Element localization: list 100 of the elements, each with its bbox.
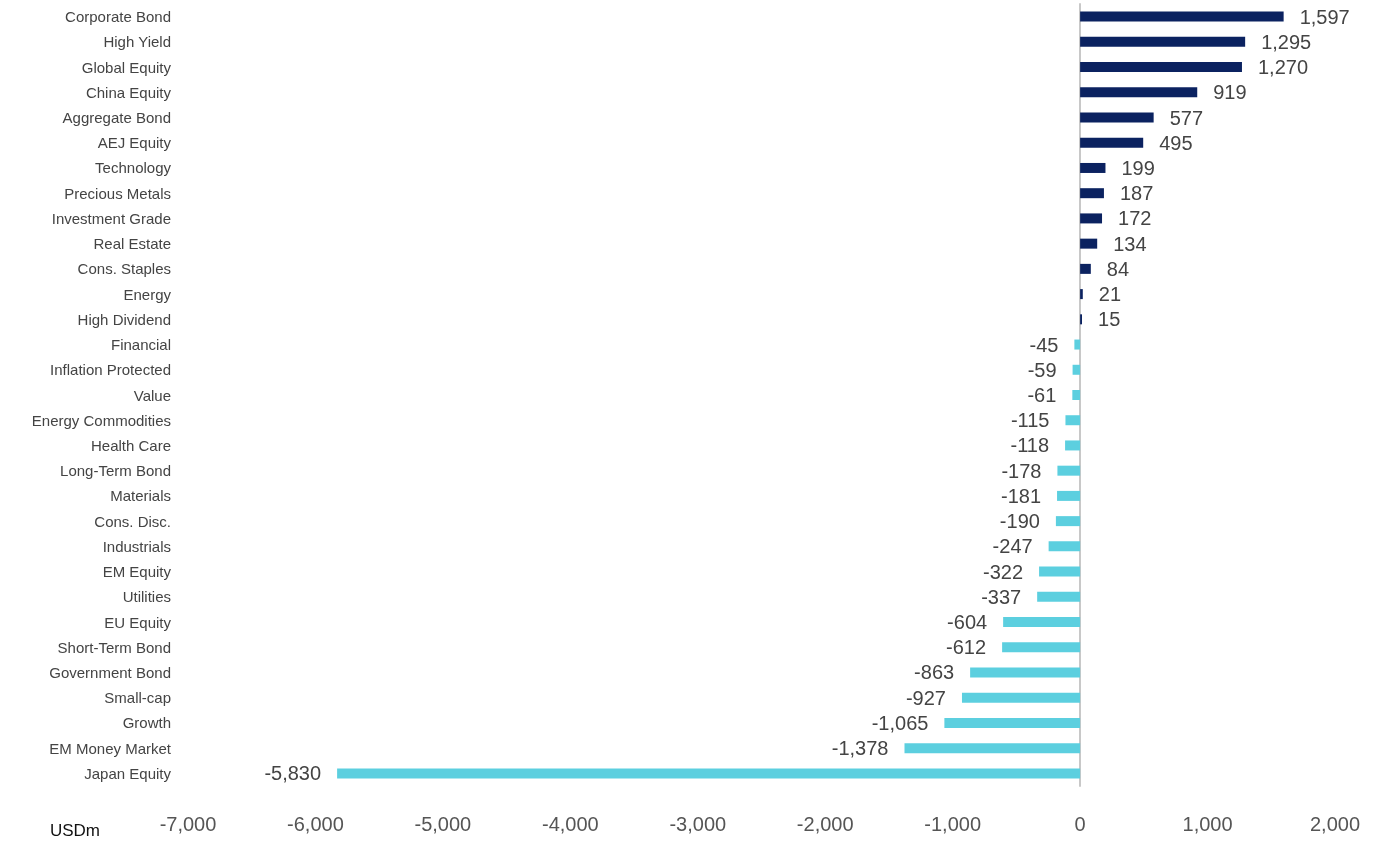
y-tick-label: Japan Equity xyxy=(84,764,172,782)
bar xyxy=(1080,11,1284,22)
bar xyxy=(1065,440,1081,451)
data-label: -178 xyxy=(1001,459,1042,482)
bar xyxy=(1037,591,1081,602)
x-tick-label: -5,000 xyxy=(414,813,472,835)
data-label: -927 xyxy=(905,686,946,709)
y-tick-label: Growth xyxy=(122,714,171,732)
y-tick-label: Cons. Disc. xyxy=(94,512,171,530)
data-label: -1,065 xyxy=(871,711,929,734)
data-label: -863 xyxy=(914,661,955,684)
data-label: 199 xyxy=(1121,156,1155,179)
data-label: -61 xyxy=(1027,384,1057,406)
bar xyxy=(337,768,1081,779)
data-label: 84 xyxy=(1106,257,1130,280)
data-label: -322 xyxy=(983,560,1024,583)
x-tick-label: 0 xyxy=(1074,813,1086,835)
bar xyxy=(1080,162,1106,173)
data-label: -5,830 xyxy=(264,762,322,785)
data-label: -118 xyxy=(1010,434,1050,457)
y-tick-label: Industrials xyxy=(102,537,171,555)
data-label: -115 xyxy=(1010,409,1050,432)
x-axis-title: USDm xyxy=(49,821,100,840)
y-tick-label: Health Care xyxy=(90,436,171,454)
bar xyxy=(1080,112,1154,123)
data-label: 21 xyxy=(1098,283,1122,306)
x-tick-label: -6,000 xyxy=(287,813,344,835)
data-label: -45 xyxy=(1029,333,1059,356)
y-tick-label: Investment Grade xyxy=(51,209,171,227)
data-label: 577 xyxy=(1169,106,1204,129)
bar xyxy=(1072,364,1081,375)
y-tick-label: Value xyxy=(133,386,171,404)
y-tick-label: Long-Term Bond xyxy=(60,462,171,480)
y-tick-label: Global Equity xyxy=(81,58,172,76)
bar xyxy=(1002,642,1081,653)
y-tick-label: Corporate Bond xyxy=(65,8,171,26)
y-tick-label: High Dividend xyxy=(77,310,171,328)
bar xyxy=(1080,213,1103,224)
y-tick-label: EM Equity xyxy=(102,563,172,581)
data-label: 134 xyxy=(1113,232,1147,255)
bar xyxy=(1080,87,1198,98)
y-tick-label: Energy Commodities xyxy=(31,411,171,429)
bar xyxy=(944,717,1081,728)
bar xyxy=(1074,339,1081,350)
bar xyxy=(1080,62,1242,73)
bar xyxy=(1080,289,1083,300)
y-tick-label: Precious Metals xyxy=(64,184,171,202)
x-tick-label: -7,000 xyxy=(159,813,217,835)
bar xyxy=(1072,390,1081,400)
bar xyxy=(1080,238,1098,249)
data-label: -59 xyxy=(1027,358,1057,381)
data-label: 172 xyxy=(1118,207,1152,230)
x-tick-label: 2,000 xyxy=(1309,813,1361,835)
bar xyxy=(1003,617,1081,628)
bar xyxy=(970,667,1081,678)
data-label: -247 xyxy=(992,535,1033,558)
bar xyxy=(961,692,1081,703)
y-tick-label: Technology xyxy=(95,159,172,177)
x-tick-label: -1,000 xyxy=(924,813,982,835)
bar xyxy=(1039,566,1081,577)
bar xyxy=(1080,36,1246,47)
bar xyxy=(1065,415,1081,426)
y-tick-label: Financial xyxy=(110,336,171,354)
y-tick-label: AEJ Equity xyxy=(97,134,172,152)
data-label: 15 xyxy=(1098,308,1121,331)
bar xyxy=(1080,137,1144,148)
data-label: -190 xyxy=(999,510,1040,533)
x-tick-label: -4,000 xyxy=(541,813,599,835)
x-tick-label: 1,000 xyxy=(1182,813,1233,835)
y-tick-label: China Equity xyxy=(85,83,172,101)
y-tick-label: Small-cap xyxy=(104,689,171,707)
y-tick-label: Short-Term Bond xyxy=(57,638,171,656)
data-label: 495 xyxy=(1159,131,1193,154)
y-tick-label: Aggregate Bond xyxy=(62,109,171,127)
bar xyxy=(904,743,1081,754)
data-label: -612 xyxy=(946,636,987,659)
data-label: 1,270 xyxy=(1257,56,1309,79)
y-tick-label: Cons. Staples xyxy=(77,260,171,278)
y-tick-label: Utilities xyxy=(122,588,171,606)
data-label: 187 xyxy=(1119,182,1154,205)
y-tick-label: High Yield xyxy=(103,33,171,51)
bar xyxy=(1048,541,1081,552)
y-tick-label: Government Bond xyxy=(49,663,171,681)
y-tick-label: EU Equity xyxy=(104,613,172,631)
data-label: 919 xyxy=(1213,81,1247,104)
bar xyxy=(1080,188,1104,199)
data-label: -604 xyxy=(947,611,988,634)
data-label: -181 xyxy=(1001,484,1042,507)
y-tick-label: EM Money Market xyxy=(49,739,172,757)
x-tick-label: -3,000 xyxy=(669,813,727,835)
x-tick-label: -2,000 xyxy=(796,813,854,835)
data-label: -337 xyxy=(981,585,1022,608)
data-label: 1,295 xyxy=(1261,30,1312,53)
bar xyxy=(1080,263,1091,274)
bar xyxy=(1057,465,1081,476)
y-tick-label: Materials xyxy=(110,487,171,505)
data-label: 1,597 xyxy=(1299,5,1350,28)
bar xyxy=(1055,516,1081,527)
bar xyxy=(1057,490,1081,501)
data-label: -1,378 xyxy=(831,737,889,760)
